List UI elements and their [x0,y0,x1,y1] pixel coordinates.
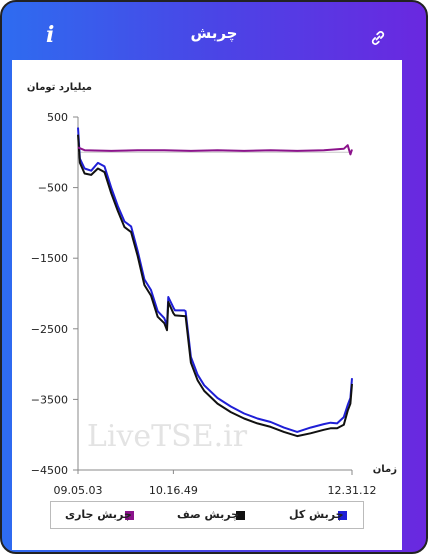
x-tick-label: 12.31.12 [328,484,377,497]
y-tick-label: −2500 [31,323,68,336]
page-title: چربش [190,24,238,42]
legend-label-current: چربش جاری [65,508,132,521]
x-tick-label: 10.16.49 [149,484,198,497]
legend-label-queue: چربش صف [177,508,240,521]
chart-canvas: میلیارد تومان 500 −500 −1500 −2500 −3500 −4500… [27,82,397,497]
legend-swatch-current [125,511,134,520]
legend-swatch-queue [236,511,245,520]
y-tick-label: −1500 [31,252,68,265]
legend-swatch-total [338,511,347,520]
x-axis-title: زمان [373,464,397,475]
y-tick-label: −500 [38,182,68,195]
link-icon[interactable] [370,30,386,46]
y-tick-label: 500 [47,111,68,124]
watermark: LiveTSE.ir [87,419,248,454]
chart-panel: میلیارد تومان 500 −500 −1500 −2500 −3500 −4500… [12,60,402,550]
series-line-total [77,127,353,433]
legend-label-total: چربش کل [289,508,344,521]
y-axis-title: میلیارد تومان [27,82,92,93]
chart-legend: چربش کل چربش صف چربش جاری [50,501,364,529]
x-tick-label: 09.05.03 [54,484,103,497]
y-tick-label: −3500 [31,393,68,406]
series-line-current [77,144,353,156]
series-line-queue [77,134,353,438]
y-tick-label: −4500 [31,464,68,477]
info-icon[interactable]: i [46,22,55,48]
